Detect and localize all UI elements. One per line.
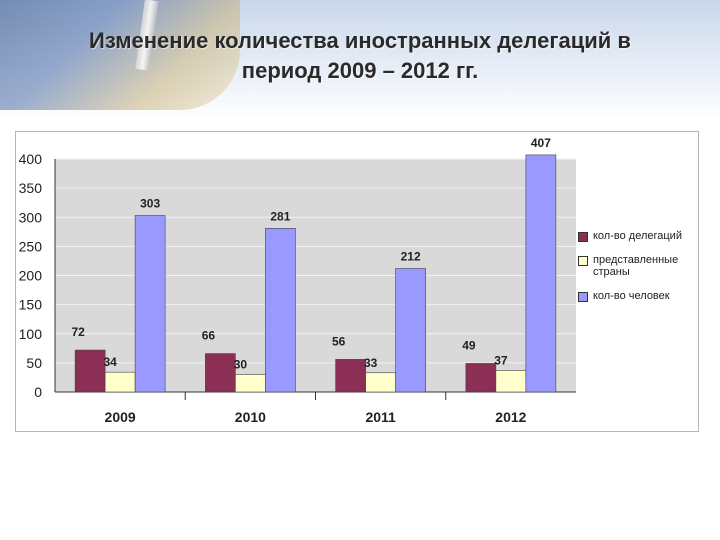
y-tick-label: 0	[34, 384, 42, 400]
data-label: 303	[140, 197, 160, 211]
slide-title: Изменение количества иностранных делегац…	[40, 26, 680, 86]
legend-item-delegations: кол-во делегаций	[578, 230, 698, 242]
y-tick-label: 300	[19, 209, 43, 225]
bar-2-2011	[395, 268, 426, 393]
legend-swatch-people	[578, 292, 588, 302]
data-label: 212	[401, 250, 421, 264]
x-tick-label: 2011	[365, 409, 396, 425]
bar-1-2009	[104, 371, 136, 393]
data-label: 72	[71, 325, 85, 339]
bar-2-2009	[134, 215, 166, 393]
data-label: 37	[494, 353, 508, 367]
bar-0-2011	[335, 359, 366, 393]
y-tick-label: 200	[19, 268, 43, 284]
bar-1-2010	[235, 374, 266, 393]
data-label: 281	[270, 209, 290, 223]
bar-1-2011	[365, 372, 396, 393]
decorative-photo	[0, 0, 240, 110]
bar-0-2009	[74, 349, 106, 393]
bar-0-2012	[465, 363, 497, 393]
legend-swatch-delegations	[578, 232, 588, 242]
y-tick-label: 350	[19, 180, 43, 196]
x-tick-label: 2009	[105, 409, 136, 425]
data-label: 34	[103, 355, 117, 369]
legend-swatch-countries	[578, 256, 588, 266]
legend-item-countries: представленные страны	[578, 254, 698, 278]
x-tick-label: 2012	[495, 409, 526, 425]
y-tick-label: 100	[19, 326, 43, 342]
data-label: 33	[364, 356, 378, 370]
chart-legend: кол-во делегаций представленные страны к…	[578, 230, 698, 314]
legend-item-people: кол-во человек	[578, 290, 698, 302]
data-label: 56	[332, 334, 346, 348]
y-tick-label: 50	[26, 355, 42, 371]
bar-2-2012	[525, 154, 557, 393]
y-tick-label: 250	[19, 238, 43, 254]
bar-1-2012	[495, 370, 527, 393]
data-label: 407	[531, 136, 551, 150]
data-label: 49	[462, 338, 476, 352]
legend-label-delegations: кол-во делегаций	[593, 230, 682, 242]
y-tick-label: 150	[19, 297, 43, 313]
data-label: 66	[202, 329, 216, 343]
legend-label-people: кол-во человек	[593, 290, 670, 302]
x-tick-label: 2010	[235, 409, 266, 425]
slide-title-line2: период 2009 – 2012 гг.	[241, 58, 479, 83]
bar-0-2010	[205, 353, 236, 393]
y-tick-label: 400	[19, 151, 43, 167]
data-label: 30	[234, 358, 248, 372]
legend-label-countries: представленные страны	[593, 254, 679, 278]
slide-title-line1: Изменение количества иностранных делегац…	[89, 28, 631, 53]
bar-2-2010	[265, 228, 296, 393]
